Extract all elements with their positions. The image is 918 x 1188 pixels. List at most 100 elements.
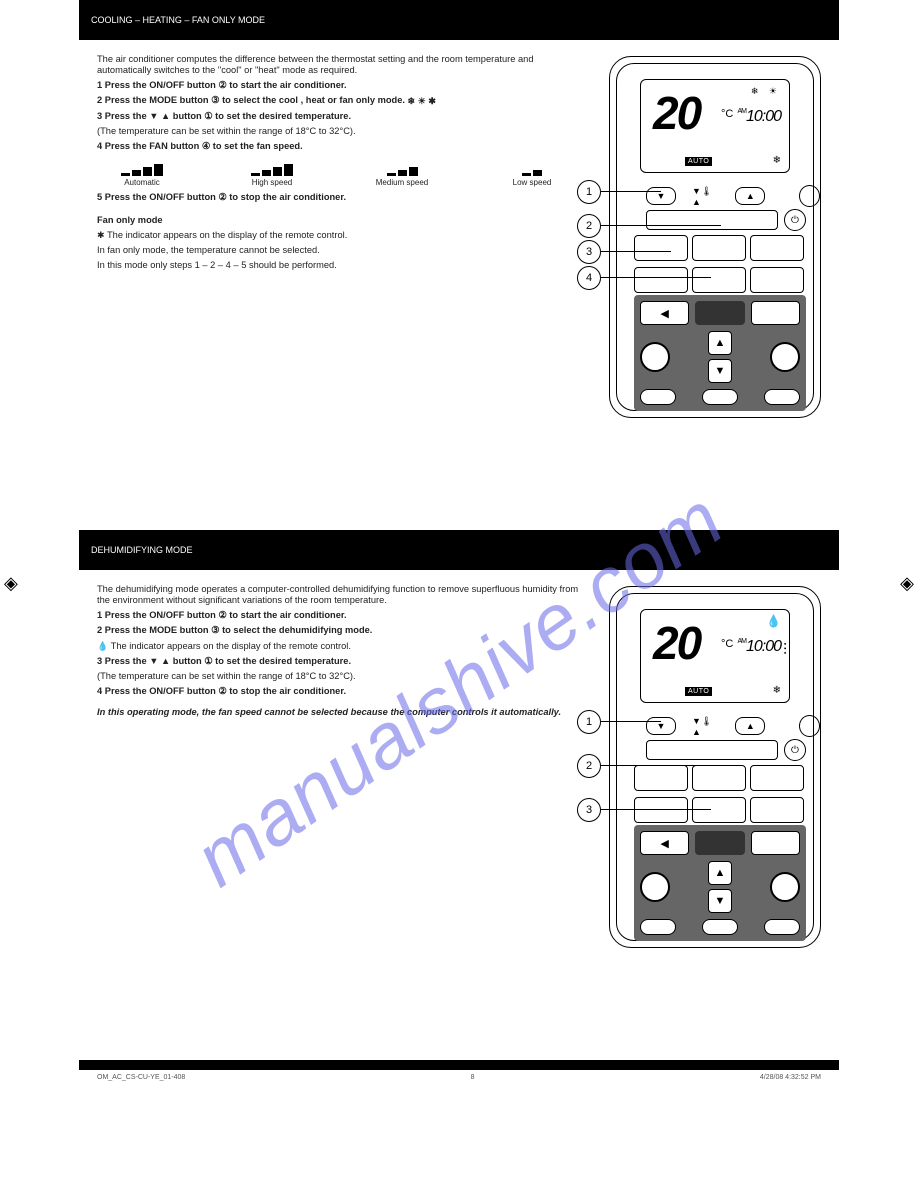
up-arrow-button[interactable]: ▲ <box>708 331 732 355</box>
btn-r2c1[interactable] <box>634 797 688 823</box>
s1-step4: 4 Press the FAN button ④ to set the fan … <box>97 141 587 152</box>
s1-step5: 5 Press the ON/OFF button ② to stop the … <box>97 192 587 203</box>
mode-grid <box>634 765 802 823</box>
pill-btn-2[interactable] <box>702 389 738 405</box>
down-arrow-button[interactable]: ▼ <box>708 359 732 383</box>
dark-btn-2[interactable] <box>695 831 744 855</box>
pill-btn-1[interactable] <box>640 389 676 405</box>
temp-down-button[interactable]: ▼ <box>646 187 676 205</box>
manual-page: COOLING – HEATING – FAN ONLY MODE The ai… <box>79 0 839 1111</box>
remote-control-2: 💧 20 °C AM10:00 AUTO ❄ ⫶ ▼ ▼🌡▲ ▲ ⏻ <box>609 586 821 948</box>
temp-buttons: ▼ ▼🌡▲ ▲ <box>646 185 820 207</box>
pill-btn-3[interactable] <box>764 389 800 405</box>
temp-down-button[interactable]: ▼ <box>646 717 676 735</box>
fan-option-high: High speed <box>227 162 317 188</box>
dark-btn-1[interactable]: ◀ <box>640 301 689 325</box>
section2-text: The dehumidifying mode operates a comput… <box>79 570 587 718</box>
pill-btn-3[interactable] <box>764 919 800 935</box>
section2-title-band: DEHUMIDIFYING MODE <box>79 530 839 570</box>
power-icon[interactable]: ⏻ <box>784 209 806 231</box>
screen-auto-badge: AUTO <box>685 687 712 696</box>
onoff-button[interactable] <box>646 740 778 760</box>
callout-3: 3 <box>577 240 601 264</box>
btn-r2c2[interactable] <box>692 267 746 293</box>
fan-button[interactable] <box>692 235 746 261</box>
screen-unit: °C <box>721 638 733 650</box>
temp-up-button[interactable]: ▲ <box>735 717 765 735</box>
s2-step3: 3 Press the ▼ ▲ button ① to set the desi… <box>97 656 587 667</box>
aux-button[interactable] <box>799 715 820 737</box>
s1-fanmode-l1: ✱ The indicator appears on the display o… <box>97 230 587 241</box>
thermometer-icon: ▼🌡▲ <box>692 186 719 207</box>
sun-icon: ☀ <box>418 96 426 107</box>
circle-btn-left[interactable] <box>640 872 670 902</box>
s1-fanmode-heading: Fan only mode <box>97 215 587 226</box>
s2-setpoint-note: (The temperature can be set within the r… <box>97 671 587 682</box>
fan-button[interactable] <box>692 765 746 791</box>
s2-intro: The dehumidifying mode operates a comput… <box>97 584 587 606</box>
callout-4: 4 <box>577 266 601 290</box>
s1-step3: 3 Press the ▼ ▲ button ① to set the desi… <box>97 111 587 122</box>
s1-step1: 1 Press the ON/OFF button ② to start the… <box>97 80 587 91</box>
screen-clock: AM10:00 <box>737 638 781 656</box>
fan-speed-options: Automatic High speed Medium speed Low sp… <box>97 162 587 188</box>
s2-step2-indicator: 💧 The indicator appears on the display o… <box>97 641 587 652</box>
section1-title-band: COOLING – HEATING – FAN ONLY MODE <box>79 0 839 40</box>
fan-icon: ✱ <box>97 230 105 241</box>
registration-mark-right: ◈ <box>900 573 914 594</box>
down-arrow-button[interactable]: ▼ <box>708 889 732 913</box>
callout-2: 2 <box>577 754 601 778</box>
up-arrow-button[interactable]: ▲ <box>708 861 732 885</box>
screen-clock: AM10:00 <box>737 108 781 126</box>
screen-mode-icons: ❄ ☀ <box>751 86 781 97</box>
s2-step4: 4 Press the ON/OFF button ② to stop the … <box>97 686 587 697</box>
mode-button[interactable] <box>634 765 688 791</box>
onoff-button[interactable] <box>646 210 778 230</box>
screen-snow-icon: ❄ <box>773 155 781 166</box>
screen-auto-badge: AUTO <box>685 157 712 166</box>
pill-btn-1[interactable] <box>640 919 676 935</box>
registration-mark-left: ◈ <box>4 573 18 594</box>
s1-fanmode-l2: In fan only mode, the temperature cannot… <box>97 245 587 256</box>
footer-left: OM_AC_CS-CU-YE_01-408 <box>97 1074 185 1081</box>
screen-temp: 20 <box>653 86 700 140</box>
section-dehumidify: The dehumidifying mode operates a comput… <box>79 570 839 1060</box>
temp-buttons: ▼ ▼🌡▲ ▲ <box>646 715 820 737</box>
s2-fan-note: In this operating mode, the fan speed ca… <box>97 707 587 718</box>
drop-icon: 💧 <box>97 641 108 652</box>
aux-button[interactable] <box>799 185 820 207</box>
dark-btn-3[interactable] <box>751 301 800 325</box>
btn-r2c3[interactable] <box>750 797 804 823</box>
s2-step2: 2 Press the MODE button ③ to select the … <box>97 625 587 636</box>
circle-btn-left[interactable] <box>640 342 670 372</box>
footer-page: 8 <box>471 1074 475 1081</box>
mode-button[interactable] <box>634 235 688 261</box>
dark-btn-1[interactable]: ◀ <box>640 831 689 855</box>
screen-temp: 20 <box>653 616 700 670</box>
btn-r2c2[interactable] <box>692 797 746 823</box>
temp-up-button[interactable]: ▲ <box>735 187 765 205</box>
fan-option-med: Medium speed <box>357 162 447 188</box>
btn-r1c3[interactable] <box>750 765 804 791</box>
circle-btn-right[interactable] <box>770 342 800 372</box>
btn-r2c3[interactable] <box>750 267 804 293</box>
btn-r1c3[interactable] <box>750 235 804 261</box>
btn-r2c1[interactable] <box>634 267 688 293</box>
circle-btn-right[interactable] <box>770 872 800 902</box>
section1-title: COOLING – HEATING – FAN ONLY MODE <box>91 15 265 25</box>
dark-panel: ◀ ▲ ▼ <box>634 295 806 411</box>
s2-step1: 1 Press the ON/OFF button ② to start the… <box>97 610 587 621</box>
thermometer-icon: ▼🌡▲ <box>692 716 719 737</box>
dark-btn-3[interactable] <box>751 831 800 855</box>
remote-control-1: ❄ ☀ 20 °C AM10:00 AUTO ❄ ▼ ▼🌡▲ ▲ ⏻ <box>609 56 821 418</box>
s1-intro: The air conditioner computes the differe… <box>97 54 587 76</box>
fan-option-low: Low speed <box>487 162 577 188</box>
section1-text: The air conditioner computes the differe… <box>79 40 587 271</box>
pill-btn-2[interactable] <box>702 919 738 935</box>
dark-panel: ◀ ▲ ▼ <box>634 825 806 941</box>
snowflake-icon: ❄ <box>408 96 416 107</box>
power-icon[interactable]: ⏻ <box>784 739 806 761</box>
dark-btn-2[interactable] <box>695 301 744 325</box>
mode-grid <box>634 235 802 293</box>
section2-title: DEHUMIDIFYING MODE <box>91 545 193 555</box>
